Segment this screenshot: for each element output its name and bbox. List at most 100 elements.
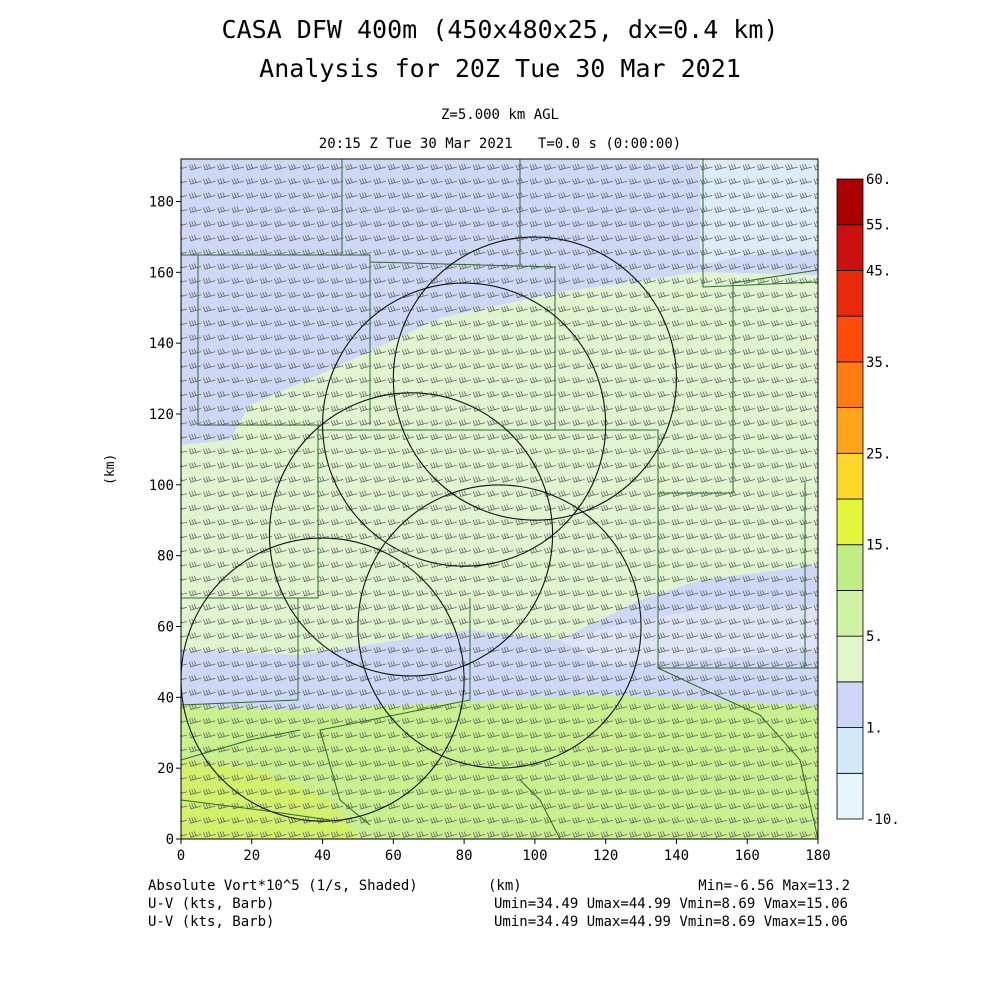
wind-barb <box>472 646 486 654</box>
wind-barb <box>472 476 486 483</box>
wind-barb <box>714 163 727 171</box>
wind-barb <box>586 476 599 483</box>
wind-barb <box>430 348 443 355</box>
wind-barb <box>458 263 472 270</box>
wind-barb <box>401 618 415 625</box>
wind-barb <box>259 703 273 710</box>
wind-barb <box>657 504 670 512</box>
wind-barb <box>813 547 818 554</box>
wind-barb <box>742 618 756 625</box>
wind-barb <box>529 675 543 682</box>
wind-barb <box>330 504 344 512</box>
wind-barb <box>600 277 614 284</box>
wind-barb <box>316 788 330 796</box>
colorbar-swatch <box>836 498 864 546</box>
wind-barb <box>444 774 457 781</box>
wind-barb <box>600 249 614 256</box>
wind-barb <box>515 817 528 824</box>
wind-barb <box>274 589 287 597</box>
x-tick-label: 140 <box>664 848 689 864</box>
wind-barb <box>444 618 457 625</box>
wind-barb <box>643 802 656 810</box>
wind-barb <box>728 589 741 597</box>
wind-barb <box>799 831 812 838</box>
wind-barb <box>274 433 287 441</box>
wind-barb <box>671 206 685 213</box>
wind-barb <box>288 632 301 639</box>
wind-barb <box>728 675 741 682</box>
wind-barb <box>685 660 699 668</box>
wind-barb <box>756 817 770 824</box>
wind-barb <box>700 547 713 554</box>
wind-barb <box>685 731 699 739</box>
wind-barb <box>813 703 818 710</box>
wind-barb <box>700 490 713 497</box>
wind-barb <box>785 575 798 583</box>
wind-barb <box>543 376 557 384</box>
wind-barb <box>458 419 472 426</box>
wind-barb <box>799 348 812 355</box>
wind-barb <box>799 291 812 299</box>
wind-barb <box>345 163 358 171</box>
wind-barb <box>742 249 756 256</box>
wind-barb <box>458 831 472 838</box>
wind-barb <box>259 192 273 199</box>
wind-barb <box>515 362 528 370</box>
wind-barb <box>614 731 628 739</box>
wind-barb <box>614 760 628 767</box>
wind-barb <box>558 632 571 639</box>
wind-barb <box>657 561 670 568</box>
wind-barb <box>799 788 812 796</box>
wind-barb <box>259 589 273 597</box>
wind-barb <box>501 334 514 341</box>
wind-barb <box>330 376 344 384</box>
wind-barb <box>330 391 344 398</box>
wind-barb <box>288 746 301 753</box>
wind-label-1: U-V (kts, Barb) <box>148 896 275 912</box>
wind-barb <box>316 646 330 654</box>
wind-barb <box>785 334 798 341</box>
wind-barb <box>785 433 798 441</box>
wind-barb <box>231 646 244 654</box>
wind-barb <box>487 788 500 796</box>
wind-barb <box>742 362 756 370</box>
wind-barb <box>259 419 273 426</box>
wind-barb <box>302 178 315 185</box>
wind-barb <box>671 518 685 526</box>
wind-barb <box>217 305 230 313</box>
wind-barb <box>558 433 571 441</box>
wind-barb <box>217 447 230 455</box>
wind-barb <box>785 405 798 412</box>
wind-barb <box>742 504 756 512</box>
wind-barb <box>614 447 628 455</box>
wind-barb <box>657 817 670 824</box>
wind-barb <box>700 618 713 625</box>
wind-barb <box>813 647 818 654</box>
wind-barb <box>671 277 685 284</box>
wind-barb <box>274 163 287 171</box>
wind-barb <box>316 391 330 398</box>
wind-barb <box>188 277 202 284</box>
wind-barb <box>543 689 557 696</box>
wind-barb <box>614 675 628 682</box>
wind-barb <box>629 419 642 426</box>
wind-barb <box>316 206 330 213</box>
wind-barb <box>416 660 429 668</box>
wind-barb <box>345 575 358 583</box>
colorbar-label: 1. <box>866 721 883 737</box>
wind-barb <box>288 348 301 355</box>
wind-barb <box>529 561 543 568</box>
wind-barb <box>302 192 315 199</box>
wind-barb <box>217 533 230 540</box>
wind-barb <box>529 632 543 639</box>
wind-barb <box>487 831 500 838</box>
wind-barb <box>629 348 642 355</box>
wind-barb <box>401 249 415 256</box>
wind-barb <box>188 518 202 526</box>
wind-barb <box>430 547 443 554</box>
wind-barb <box>472 305 486 313</box>
wind-barb <box>813 789 818 796</box>
wind-barb <box>515 731 528 739</box>
wind-barb <box>487 518 500 526</box>
wind-barb <box>671 575 685 583</box>
